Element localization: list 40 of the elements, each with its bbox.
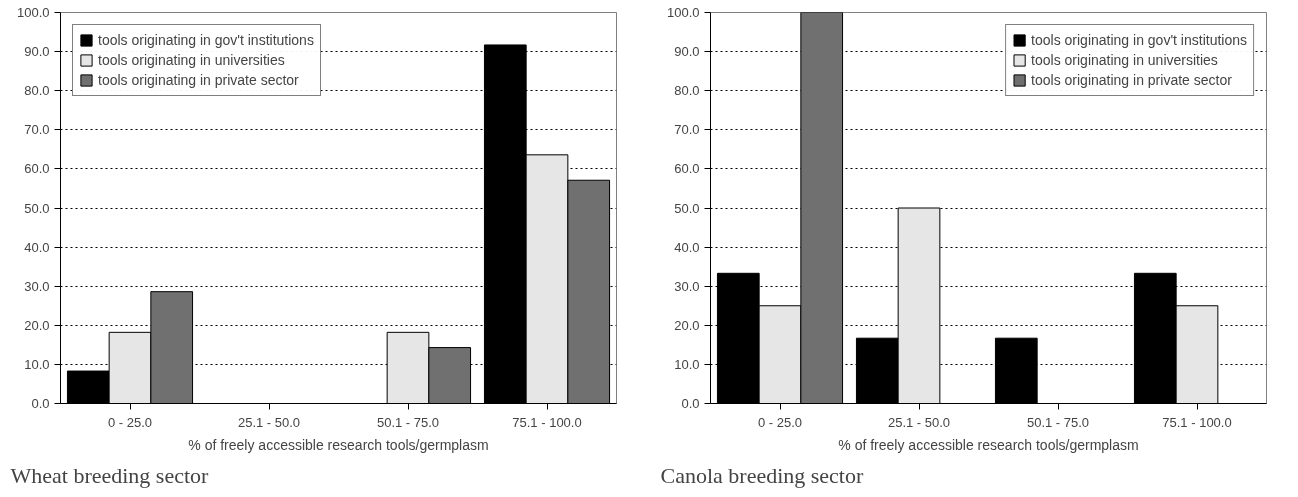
y-tick-label: 80.0 xyxy=(24,83,50,99)
y-tick-label: 90.0 xyxy=(674,44,700,60)
legend-label: tools originating in gov't institutions xyxy=(1031,31,1247,49)
y-tick-label: 0.0 xyxy=(681,396,700,411)
y-tick-label: 60.0 xyxy=(24,161,50,177)
y-tick-label: 70.0 xyxy=(24,122,50,138)
text: Wheat breeding sector xyxy=(10,462,210,488)
legend-label: tools originating in private sector xyxy=(1031,71,1232,89)
y-tick-label: 70.0 xyxy=(674,122,700,138)
y-tick-label: 100.0 xyxy=(666,5,700,20)
y-tick-label: 10.0 xyxy=(674,356,700,372)
y-tick-label: 80.0 xyxy=(674,83,700,99)
x-axis-title: % of freely accessible research tools/germplasm xyxy=(838,436,1139,453)
y-tick-label: 20.0 xyxy=(674,317,700,333)
x-tick-label: 25.1 - 50.0 xyxy=(237,414,301,430)
x-axis-title: % of freely accessible research tools/germplasm xyxy=(188,436,489,453)
legend-label: tools originating in gov't institutions xyxy=(98,31,314,49)
x-tick-label: 50.1 - 75.0 xyxy=(1026,414,1090,430)
y-tick-label: 10.0 xyxy=(24,356,50,372)
y-tick-label: 100.0 xyxy=(16,5,50,20)
text: Canola breeding sector xyxy=(660,462,864,488)
legend-label: tools originating in universities xyxy=(98,51,285,69)
x-tick-label: 25.1 - 50.0 xyxy=(887,414,951,430)
y-tick-label: 40.0 xyxy=(674,239,700,255)
y-tick-label: 60.0 xyxy=(674,161,700,177)
y-tick-label: 40.0 xyxy=(24,239,50,255)
x-tick-label: 0 - 25.0 xyxy=(107,414,153,430)
y-tick-label: 50.0 xyxy=(24,200,50,216)
legend-label: tools originating in private sector xyxy=(98,71,299,89)
legend-label: tools originating in universities xyxy=(1031,51,1218,69)
y-tick-label: 50.0 xyxy=(674,200,700,216)
x-tick-label: 0 - 25.0 xyxy=(757,414,803,430)
x-tick-label: 75.1 - 100.0 xyxy=(1162,414,1232,430)
y-tick-label: 20.0 xyxy=(24,317,50,333)
x-tick-label: 75.1 - 100.0 xyxy=(512,414,582,430)
y-tick-label: 90.0 xyxy=(24,44,50,60)
y-tick-label: 30.0 xyxy=(674,278,700,294)
y-tick-label: 30.0 xyxy=(24,278,50,294)
x-tick-label: 50.1 - 75.0 xyxy=(376,414,440,430)
y-tick-label: 0.0 xyxy=(31,396,50,411)
